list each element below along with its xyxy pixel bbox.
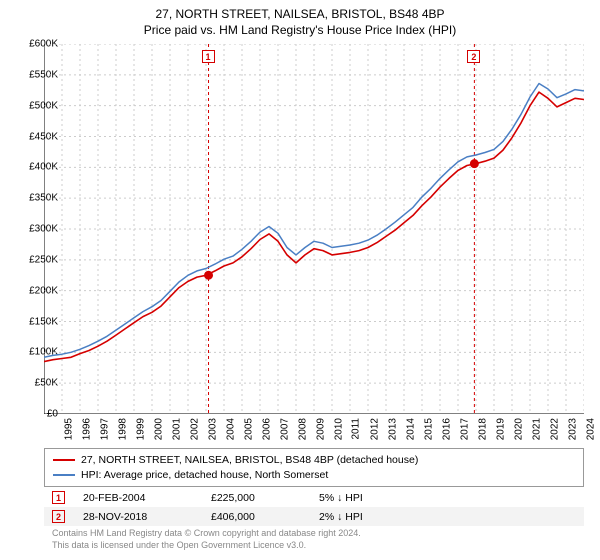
legend-row-property: 27, NORTH STREET, NAILSEA, BRISTOL, BS48… <box>53 453 575 468</box>
x-tick-label: 1995 <box>63 418 74 440</box>
x-tick-label: 1996 <box>81 418 92 440</box>
chart-sale-marker-1: 1 <box>202 50 215 63</box>
x-tick-label: 2009 <box>315 418 326 440</box>
chart-svg <box>44 44 584 414</box>
footer-attribution: Contains HM Land Registry data © Crown c… <box>44 528 584 551</box>
legend-swatch-hpi <box>53 474 75 476</box>
sales-row-1: 1 20-FEB-2004 £225,000 5% ↓ HPI <box>44 488 584 507</box>
x-tick-label: 2023 <box>567 418 578 440</box>
x-tick-label: 2011 <box>351 418 362 440</box>
x-tick-label: 2016 <box>441 418 452 440</box>
x-tick-label: 2013 <box>387 418 398 440</box>
x-tick-label: 2019 <box>495 418 506 440</box>
legend-row-hpi: HPI: Average price, detached house, Nort… <box>53 468 575 483</box>
x-tick-label: 2001 <box>171 418 182 440</box>
sale-marker-2: 2 <box>52 510 65 523</box>
sale-date-2: 28-NOV-2018 <box>83 511 193 523</box>
legend-box: 27, NORTH STREET, NAILSEA, BRISTOL, BS48… <box>44 448 584 487</box>
x-tick-label: 1997 <box>99 418 110 440</box>
title-line2: Price paid vs. HM Land Registry's House … <box>0 22 600 38</box>
x-tick-label: 2005 <box>243 418 254 440</box>
sale-date-1: 20-FEB-2004 <box>83 492 193 504</box>
footer-line1: Contains HM Land Registry data © Crown c… <box>52 528 576 540</box>
footer-line2: This data is licensed under the Open Gov… <box>52 540 576 552</box>
x-tick-label: 2006 <box>261 418 272 440</box>
x-tick-label: 1998 <box>117 418 128 440</box>
x-tick-label: 2004 <box>225 418 236 440</box>
legend-label-hpi: HPI: Average price, detached house, Nort… <box>81 468 328 483</box>
chart-plot-area <box>44 44 584 414</box>
x-tick-label: 2018 <box>477 418 488 440</box>
x-tick-label: 2012 <box>369 418 380 440</box>
x-tick-label: 2017 <box>459 418 470 440</box>
title-block: 27, NORTH STREET, NAILSEA, BRISTOL, BS48… <box>0 0 600 38</box>
sale-marker-1: 1 <box>52 491 65 504</box>
x-tick-label: 2000 <box>153 418 164 440</box>
x-tick-label: 2021 <box>531 418 542 440</box>
sale-price-2: £406,000 <box>211 511 301 523</box>
sale-pct-2: 2% ↓ HPI <box>319 511 419 523</box>
sales-row-2: 2 28-NOV-2018 £406,000 2% ↓ HPI <box>44 507 584 526</box>
chart-container: 27, NORTH STREET, NAILSEA, BRISTOL, BS48… <box>0 0 600 560</box>
x-tick-label: 2008 <box>297 418 308 440</box>
title-line1: 27, NORTH STREET, NAILSEA, BRISTOL, BS48… <box>0 6 600 22</box>
legend-swatch-property <box>53 459 75 461</box>
x-tick-label: 2002 <box>189 418 200 440</box>
x-tick-label: 1999 <box>135 418 146 440</box>
chart-sale-marker-2: 2 <box>467 50 480 63</box>
x-tick-label: 2014 <box>405 418 416 440</box>
sale-price-1: £225,000 <box>211 492 301 504</box>
x-tick-label: 2024 <box>585 418 596 440</box>
x-tick-label: 2007 <box>279 418 290 440</box>
x-tick-label: 2015 <box>423 418 434 440</box>
x-tick-label: 2003 <box>207 418 218 440</box>
sales-table: 1 20-FEB-2004 £225,000 5% ↓ HPI 2 28-NOV… <box>44 488 584 526</box>
x-tick-label: 2020 <box>513 418 524 440</box>
x-tick-label: 2010 <box>333 418 344 440</box>
x-tick-label: 2022 <box>549 418 560 440</box>
sale-pct-1: 5% ↓ HPI <box>319 492 419 504</box>
legend-label-property: 27, NORTH STREET, NAILSEA, BRISTOL, BS48… <box>81 453 418 468</box>
